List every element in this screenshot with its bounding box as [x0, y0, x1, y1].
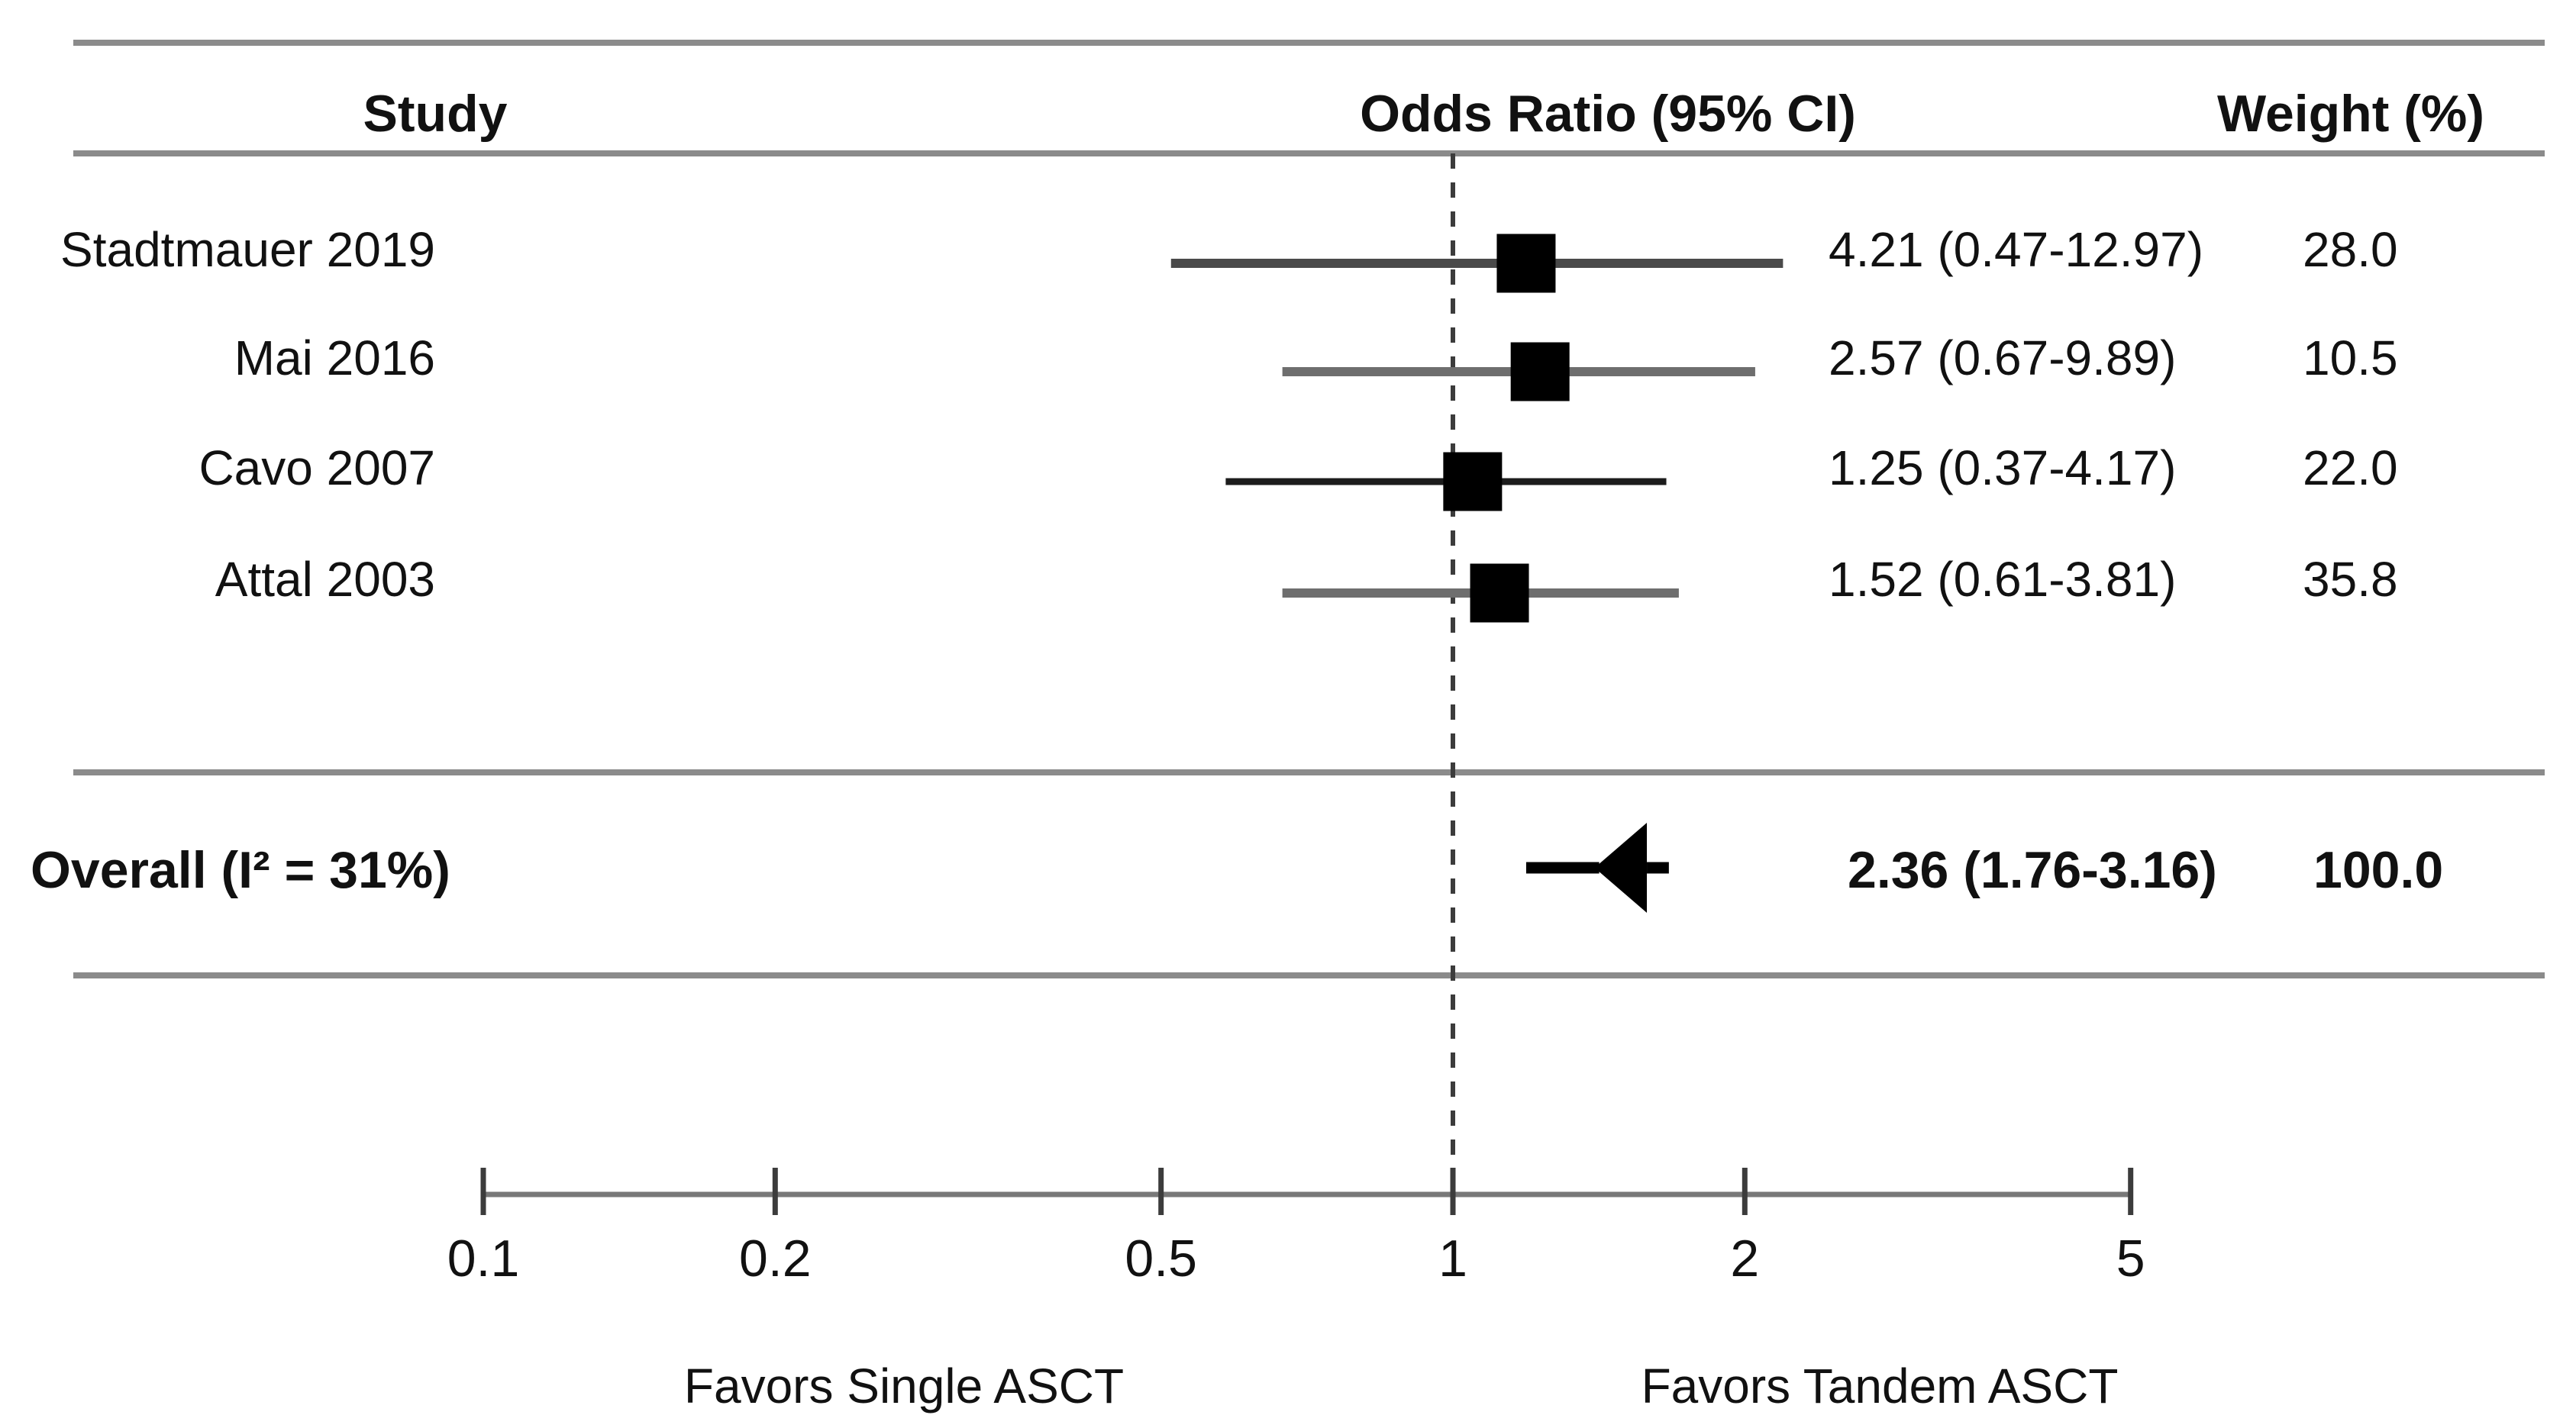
study-label: Attal 2003 [215, 552, 435, 607]
x-axis-tick-label: 5 [2116, 1230, 2145, 1288]
study-label: Mai 2016 [234, 330, 435, 385]
favors-right-label: Favors Tandem ASCT [1641, 1359, 2119, 1413]
x-axis-tick-label: 0.1 [447, 1230, 520, 1288]
column-header-weight: Weight (%) [2217, 85, 2484, 143]
point-estimate-square [1510, 342, 1570, 401]
weight-value: 22.0 [2303, 440, 2398, 495]
overall-weight-value: 100.0 [2313, 841, 2443, 899]
weight-value: 28.0 [2303, 222, 2398, 277]
overall-or-ci-value: 2.36 (1.76-3.16) [1848, 841, 2217, 899]
x-axis-tick-label: 0.5 [1125, 1230, 1197, 1288]
overall-label: Overall (I² = 31%) [31, 841, 450, 899]
favors-left-label: Favors Single ASCT [684, 1359, 1124, 1413]
weight-value: 10.5 [2303, 330, 2398, 385]
weight-value: 35.8 [2303, 552, 2398, 607]
column-header-odds-ratio: Odds Ratio (95% CI) [1360, 85, 1856, 143]
or-ci-value: 2.57 (0.67-9.89) [1829, 330, 2176, 385]
study-label: Stadtmauer 2019 [60, 222, 435, 277]
or-ci-value: 1.25 (0.37-4.17) [1829, 440, 2176, 495]
x-axis-tick-label: 2 [1730, 1230, 1759, 1288]
overall-estimate-arrow [1594, 823, 1648, 913]
or-ci-value: 4.21 (0.47-12.97) [1829, 222, 2203, 277]
x-axis-tick-label: 1 [1438, 1230, 1467, 1288]
study-label: Cavo 2007 [199, 440, 435, 495]
x-axis-tick-label: 0.2 [739, 1230, 812, 1288]
column-header-study: Study [363, 85, 508, 143]
or-ci-value: 1.52 (0.61-3.81) [1829, 552, 2176, 607]
point-estimate-square [1470, 563, 1529, 623]
point-estimate-square [1496, 234, 1556, 293]
point-estimate-square [1443, 452, 1503, 511]
